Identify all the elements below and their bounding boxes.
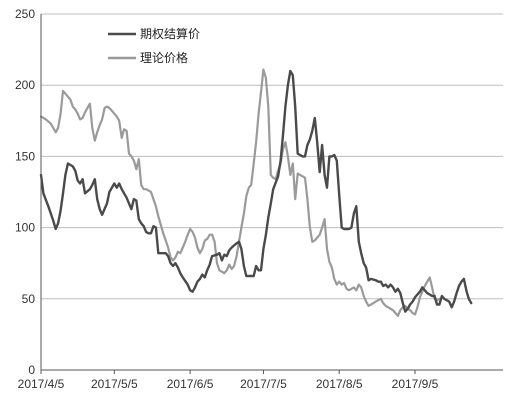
legend-label-theoretical: 理论价格 <box>140 50 188 65</box>
grid-lines <box>41 13 503 300</box>
x-tick-label: 2017/8/5 <box>316 377 363 391</box>
legend: 期权结算价 理论价格 <box>108 26 200 65</box>
series-line-settlement <box>39 69 473 313</box>
x-tick-label: 2017/6/5 <box>167 377 214 391</box>
y-tick-labels: 0 50 100 150 200 250 <box>15 7 35 377</box>
x-tick-label: 2017/4/5 <box>18 377 65 391</box>
x-tick-label: 2017/7/5 <box>240 377 287 391</box>
y-tick-label: 100 <box>15 221 35 235</box>
series-lines <box>39 68 473 317</box>
x-tick-labels: 2017/4/5 2017/5/5 2017/6/5 2017/7/5 2017/8/5… <box>18 377 439 391</box>
y-tick-label: 50 <box>22 292 36 306</box>
y-tick-label: 150 <box>15 149 35 163</box>
legend-label-settlement: 期权结算价 <box>140 26 200 41</box>
y-tick-label: 0 <box>28 363 35 377</box>
x-tick-label: 2017/5/5 <box>91 377 138 391</box>
axes <box>40 14 503 374</box>
y-tick-label: 250 <box>15 7 35 21</box>
series-line-theoretical <box>39 68 441 317</box>
y-tick-label: 200 <box>15 78 35 92</box>
x-tick-label: 2017/9/5 <box>392 377 439 391</box>
